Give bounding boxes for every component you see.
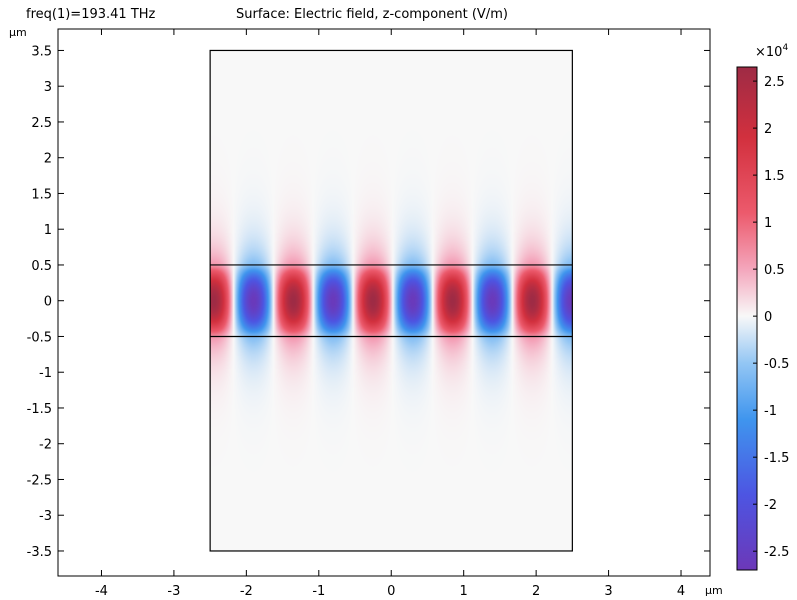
domain-boundary <box>209 49 573 552</box>
y-axis-unit: µm <box>9 26 27 39</box>
y-tick-label: -0.5 <box>27 330 52 345</box>
y-tick-label: -3.5 <box>27 545 52 560</box>
colorbar: 2.5 2 1.5 1 0.5 0 -0.5 -1 -1.5 -2 -2.5 ×104 <box>736 43 789 571</box>
colorbar-tick-label: 1 <box>764 216 772 231</box>
x-tick-label: -2 <box>240 584 253 599</box>
y-tick-label: -1 <box>39 366 52 381</box>
x-tick-label: 0 <box>387 584 395 599</box>
frequency-label: freq(1)=193.41 THz <box>26 7 156 22</box>
colorbar-tick-label: -1.5 <box>764 451 789 466</box>
x-tick-label: -4 <box>95 584 108 599</box>
x-tick-label: 3 <box>604 584 612 599</box>
colorbar-tick-label: 1.5 <box>764 169 785 184</box>
y-tick-label: -1.5 <box>27 402 52 417</box>
y-tick-label: -3 <box>39 509 52 524</box>
y-tick-label: 1 <box>44 223 52 238</box>
x-tick-label: 2 <box>532 584 540 599</box>
colorbar-tick-label: -2 <box>764 498 777 513</box>
x-tick-label: -3 <box>167 584 180 599</box>
x-tick-label: 4 <box>677 584 685 599</box>
y-tick-label: -2.5 <box>27 473 52 488</box>
y-tick-label: 0 <box>44 295 52 310</box>
x-tick-label: -1 <box>312 584 325 599</box>
colorbar-tick-label: 0 <box>764 310 772 325</box>
colorbar-tick-label: -1 <box>764 404 777 419</box>
x-tick-label: 1 <box>460 584 468 599</box>
y-tick-label: 2.5 <box>31 116 52 131</box>
colorbar-tick-label: 2 <box>764 122 772 137</box>
colorbar-tick-label: -0.5 <box>764 357 789 372</box>
colorbar-multiplier: ×104 <box>755 43 788 60</box>
x-axis-unit: µm <box>705 584 723 597</box>
colorbar-tick-label: -2.5 <box>764 545 789 560</box>
plot-frame <box>57 28 711 577</box>
y-tick-label: 0.5 <box>31 259 52 274</box>
plot-area: -4 -3 -2 -1 0 1 2 3 4 µm -3.5 -3 -2.5 -2 -1.5 -1 -0.5 0 0.… <box>9 26 723 599</box>
y-tick-label: 1.5 <box>31 187 52 202</box>
colorbar-tick-label: 0.5 <box>764 263 785 278</box>
colorbar-tick-label: 2.5 <box>764 75 785 90</box>
y-tick-label: -2 <box>39 438 52 453</box>
y-tick-label: 2 <box>44 152 52 167</box>
field-surface <box>210 50 573 552</box>
chart-title: Surface: Electric field, z-component (V/… <box>236 7 508 22</box>
y-tick-label: 3 <box>44 80 52 95</box>
y-tick-label: 3.5 <box>31 44 52 59</box>
colorbar-gradient <box>736 66 758 571</box>
